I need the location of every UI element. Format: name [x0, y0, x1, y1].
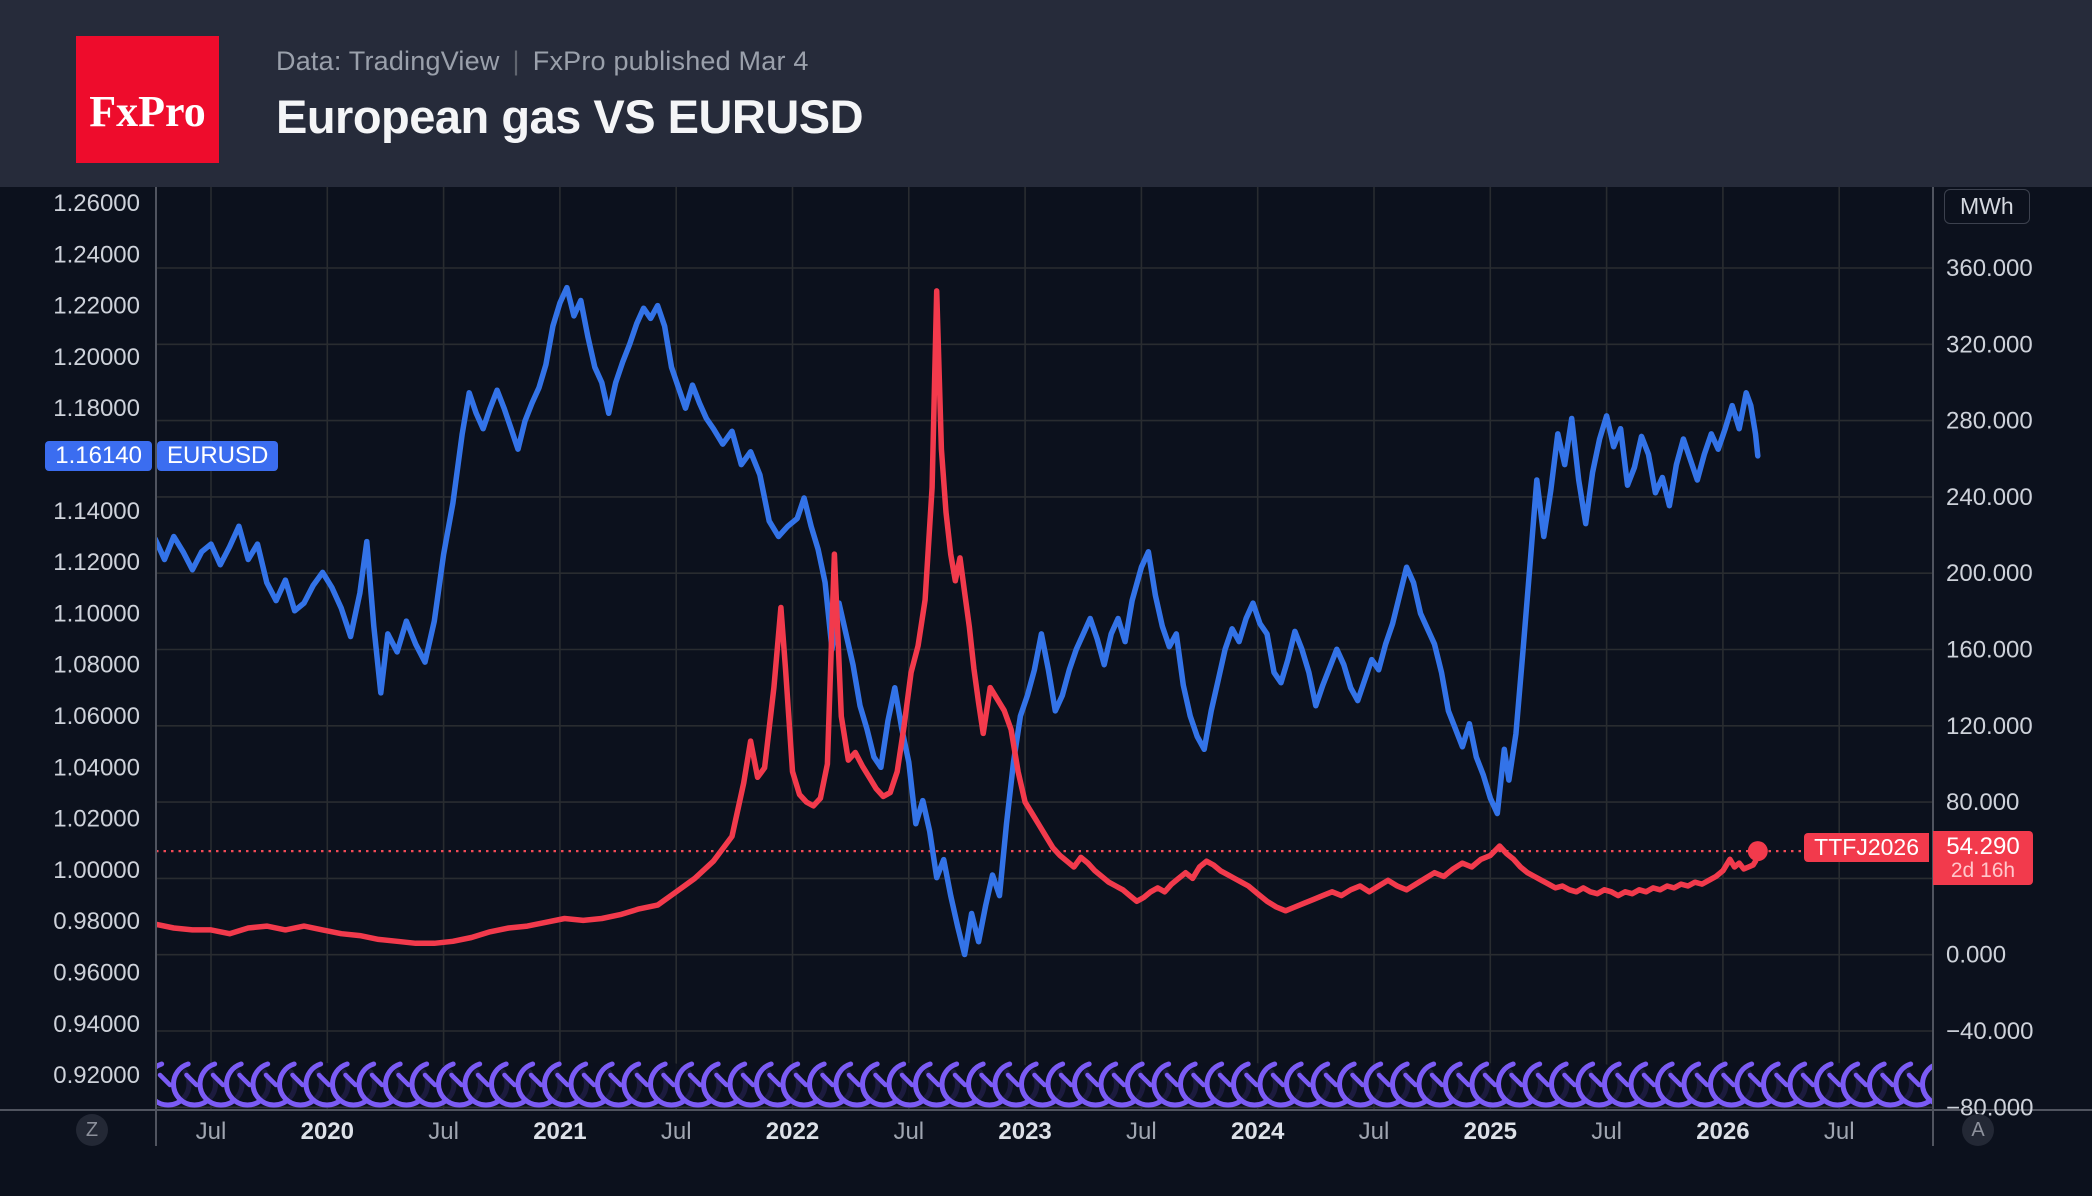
- price-axis-labels[interactable]: 1.26000 1.24000 1.22000 1.20000 1.18000 1.140…: [53, 190, 140, 1089]
- axis-lines: [0, 187, 2092, 1146]
- chart-source-line: Data: TradingView | FxPro published Mar 4: [276, 46, 863, 77]
- time-tick-label: Jul: [428, 1118, 459, 1145]
- header-text-block: Data: TradingView | FxPro published Mar 4 …: [276, 46, 864, 144]
- gas-tick-label: −40.000: [1946, 1018, 2033, 1045]
- price-tick-label: 1.22000: [53, 293, 140, 320]
- price-tick-label: 1.14000: [53, 498, 140, 525]
- published-label: FxPro published Mar 4: [532, 46, 809, 76]
- price-tick-label: 0.96000: [53, 960, 140, 987]
- ttf-last-point-dot: [1747, 841, 1768, 862]
- page-title: European gas VS EURUSD: [276, 90, 864, 143]
- ttf-last-price-label: 54.290 2d 16h: [1933, 831, 2033, 885]
- ttf-line: [156, 288, 1761, 947]
- ttf-countdown: 2d 16h: [1950, 859, 2016, 882]
- price-tick-label: 1.18000: [53, 395, 140, 422]
- gas-tick-label: −80.000: [1946, 1094, 2033, 1121]
- data-source-label: Data: TradingView: [276, 46, 500, 76]
- gas-tick-label: 320.000: [1946, 331, 2033, 358]
- fxpro-logo-text: FxPro: [89, 87, 206, 136]
- gas-tick-label: 240.000: [1946, 484, 2033, 511]
- time-tick-label: 2024: [1231, 1118, 1285, 1145]
- price-tick-label: 0.94000: [53, 1011, 140, 1038]
- purple-coin-icon: [1920, 1062, 1933, 1106]
- price-tick-label: 1.10000: [53, 600, 140, 627]
- time-tick-label: Jul: [1126, 1118, 1157, 1145]
- auto-scale-button[interactable]: A: [1962, 1114, 1994, 1146]
- fxpro-logo: FxPro: [76, 36, 219, 163]
- separator: |: [512, 46, 520, 76]
- gas-tick-label: 280.000: [1946, 408, 2033, 435]
- event-marker-row: [156, 1060, 1933, 1108]
- gas-tick-label: 120.000: [1946, 713, 2033, 740]
- time-tick-label: 2020: [301, 1118, 354, 1145]
- gas-tick-label: 80.000: [1946, 789, 2019, 816]
- price-tick-label: 1.06000: [53, 703, 140, 730]
- time-tick-label: 2021: [533, 1118, 586, 1145]
- price-tick-label: 1.24000: [53, 241, 140, 268]
- gas-tick-label: 160.000: [1946, 637, 2033, 664]
- time-tick-label: Jul: [1591, 1118, 1622, 1145]
- gas-tick-label: 200.000: [1946, 560, 2033, 587]
- price-tick-label: 1.00000: [53, 857, 140, 884]
- price-tick-label: 1.04000: [53, 754, 140, 781]
- ttf-last-price-value: 54.290: [1946, 833, 2020, 860]
- time-axis-labels[interactable]: Jul 2020 Jul 2021 Jul 2022 Jul 2023 Jul 2024 Jul 20…: [196, 1118, 1855, 1145]
- time-tick-label: 2022: [766, 1118, 819, 1145]
- eurusd-series-label: EURUSD: [157, 441, 279, 471]
- time-tick-label: 2026: [1696, 1118, 1749, 1145]
- time-tick-label: Jul: [1359, 1118, 1390, 1145]
- gas-tick-label: 360.000: [1946, 255, 2033, 282]
- time-tick-label: Jul: [661, 1118, 692, 1145]
- price-tick-label: 1.12000: [53, 549, 140, 576]
- price-tick-label: 1.02000: [53, 806, 140, 833]
- price-tick-label: 1.20000: [53, 344, 140, 371]
- timezone-button[interactable]: Z: [76, 1114, 108, 1146]
- time-tick-label: Jul: [196, 1118, 227, 1145]
- time-tick-label: Jul: [1824, 1118, 1855, 1145]
- header: FxPro Data: TradingView | FxPro published …: [0, 0, 2092, 187]
- eurusd-line: [156, 284, 1761, 958]
- price-tick-label: 0.98000: [53, 908, 140, 935]
- price-tick-label: 1.08000: [53, 652, 140, 679]
- gas-tick-label: 0.000: [1946, 942, 2006, 969]
- gridlines: [156, 187, 1933, 1110]
- gas-axis-labels[interactable]: 360.000 320.000 280.000 240.000 200.000 160.0…: [1946, 255, 2033, 1121]
- price-tick-label: 0.92000: [53, 1062, 140, 1089]
- ttf-series-label: TTFJ2026: [1804, 833, 1929, 862]
- unit-badge-mwh: MWh: [1944, 189, 2030, 224]
- time-tick-label: 2023: [998, 1118, 1051, 1145]
- price-tick-label: 1.26000: [53, 190, 140, 217]
- time-tick-label: Jul: [893, 1118, 924, 1145]
- time-tick-label: 2025: [1464, 1118, 1517, 1145]
- eurusd-last-price-label: 1.16140: [45, 441, 152, 471]
